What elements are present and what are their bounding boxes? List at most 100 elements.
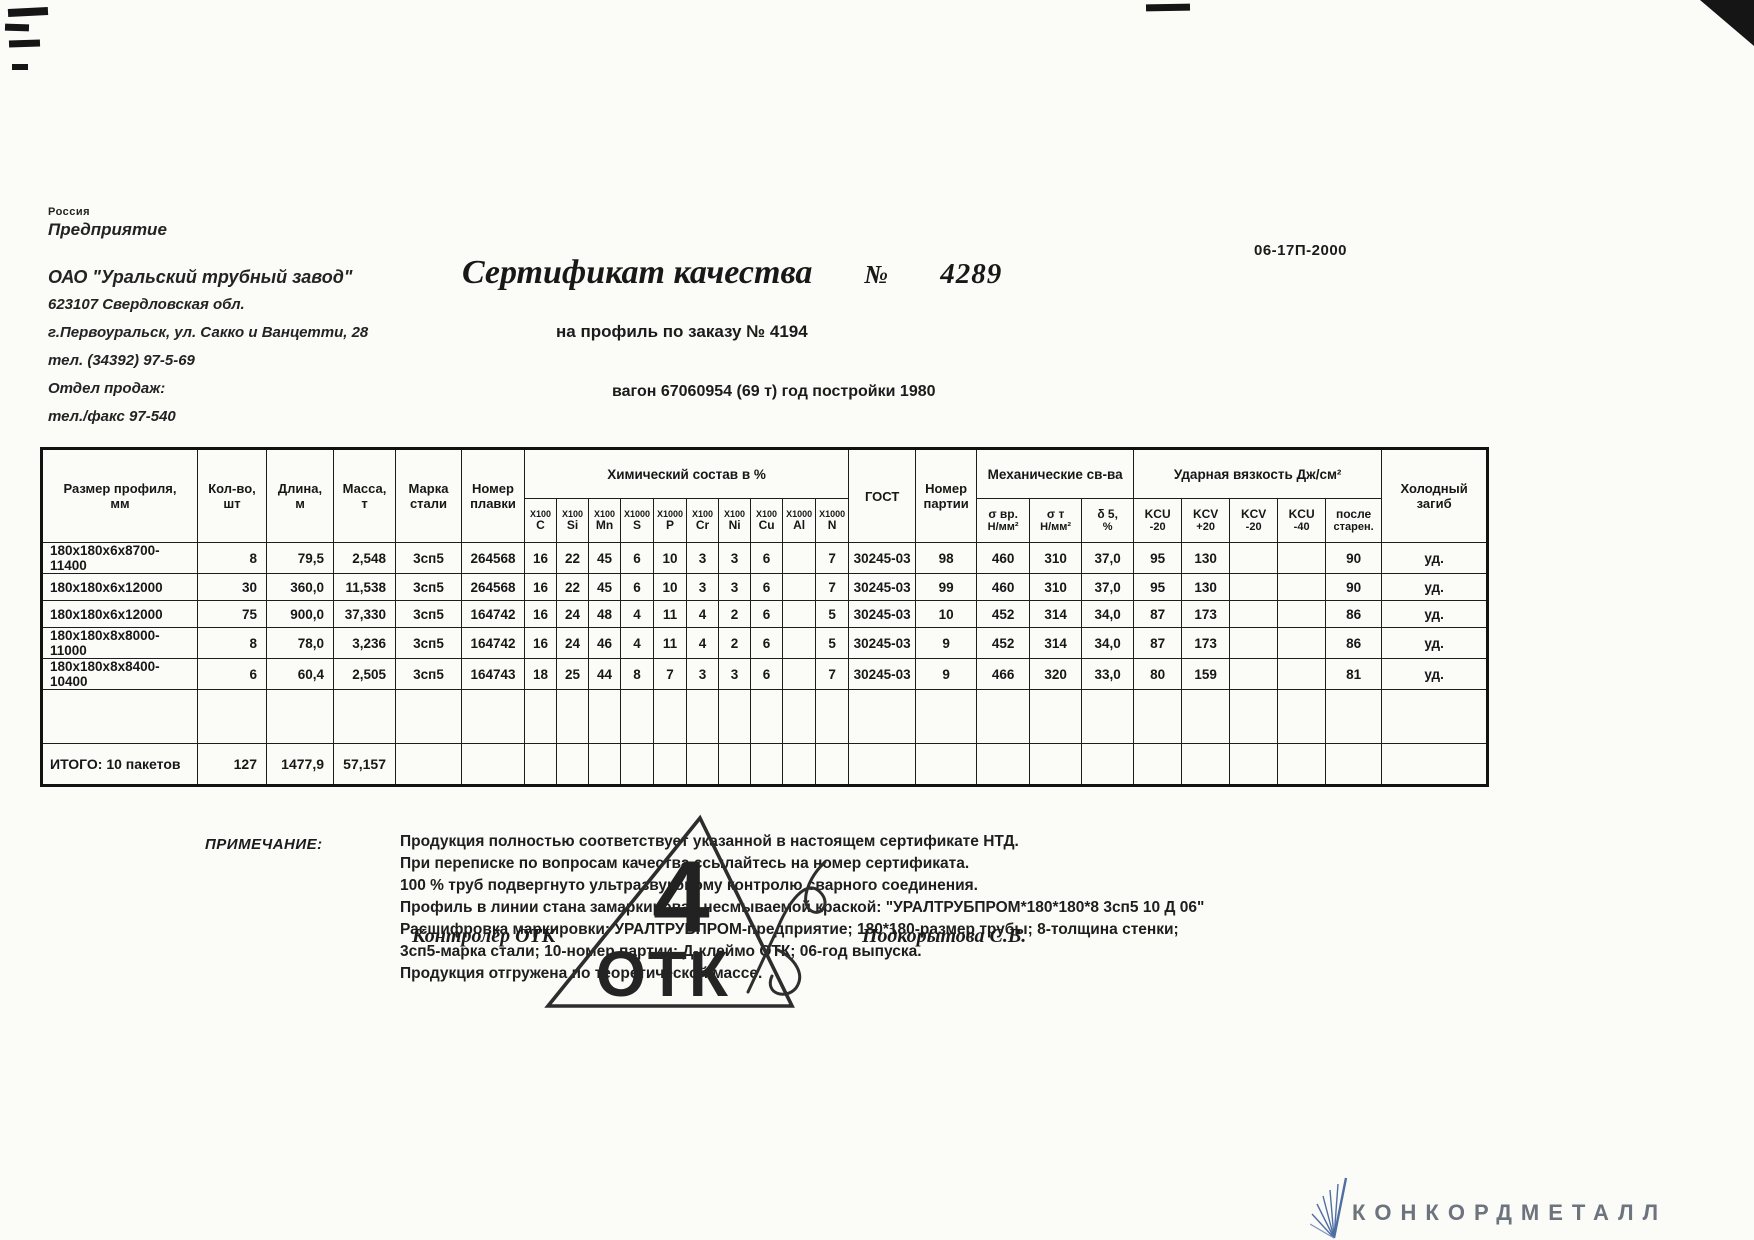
- scan-artifact: [8, 39, 41, 48]
- col-header-length: Длина, м: [266, 448, 334, 543]
- table-cell: 2: [718, 627, 752, 659]
- table-cell: 7: [815, 542, 850, 574]
- table-cell: 37,0: [1081, 573, 1135, 601]
- wagon-line: вагон 67060954 (69 т) год постройки 1980: [612, 383, 936, 400]
- table-cell: 180х180х8х8400-10400: [41, 658, 198, 690]
- table-cell: 159: [1181, 658, 1231, 690]
- table-cell: [1325, 689, 1383, 744]
- table-cell: 24: [556, 600, 589, 628]
- table-cell: 460: [976, 542, 1031, 574]
- table-cell: [1133, 743, 1183, 786]
- table-cell: 30245-03: [848, 627, 917, 659]
- company-block: Россия Предприятие ОАО "Уральский трубны…: [48, 206, 478, 431]
- impact-col-header: KCV +20: [1181, 498, 1231, 543]
- table-cell: 3сп5: [395, 542, 462, 574]
- table-cell: 314: [1029, 627, 1083, 659]
- table-cell: [718, 743, 752, 786]
- table-cell: 6: [750, 573, 784, 601]
- table-cell: [197, 689, 267, 744]
- chem-col-header: Х1000 P: [653, 498, 688, 543]
- note-line: 3сп5-марка стали; 10-номер партии; Д-кле…: [400, 943, 922, 960]
- table-cell: [41, 689, 198, 744]
- table-cell: 86: [1325, 600, 1383, 628]
- table-body: 180х180х6х8700-11400 8 79,5 2,548 3сп5 264568…: [41, 542, 1489, 786]
- table-cell: 25: [556, 658, 589, 690]
- table-row: 180х180х6х8700-11400 8 79,5 2,548 3сп5 264568…: [41, 542, 1489, 574]
- table-cell: [976, 689, 1031, 744]
- table-cell: 3: [718, 573, 752, 601]
- table-cell: [524, 743, 557, 786]
- certificate-table: Размер профиля, мм Кол-во, шт Длина, м М…: [40, 447, 1490, 787]
- table-cell: 34,0: [1081, 600, 1135, 628]
- stamp-triangle-icon: [544, 814, 795, 1008]
- table-cell: 22: [556, 542, 589, 574]
- table-cell: 57,157: [333, 743, 396, 786]
- table-cell: 16: [524, 600, 557, 628]
- table-cell: [718, 689, 752, 744]
- number-sign: №: [864, 260, 889, 289]
- scan-artifact: [12, 64, 28, 70]
- table-cell: [750, 743, 784, 786]
- table-cell: [588, 743, 621, 786]
- table-cell: [1081, 689, 1135, 744]
- table-cell: [782, 542, 817, 574]
- impact-col-header: KCU -20: [1133, 498, 1183, 543]
- table-cell: [1277, 743, 1327, 786]
- logo-fan-icon: [1310, 1177, 1348, 1239]
- company-country: Россия: [48, 206, 91, 218]
- table-cell: [461, 743, 525, 786]
- table-cell: 8: [197, 627, 267, 659]
- table-cell: уд.: [1381, 627, 1489, 659]
- table-cell: 2,505: [333, 658, 396, 690]
- table-cell: 81: [1325, 658, 1383, 690]
- table-cell: [1277, 627, 1327, 659]
- note-line: Расшифровка маркировки: УРАЛТРУБПРОМ-пре…: [400, 921, 1179, 938]
- table-cell: [395, 743, 462, 786]
- table-cell: [395, 689, 462, 744]
- table-cell: [1229, 658, 1279, 690]
- col-header-gost: ГОСТ: [848, 448, 917, 543]
- table-cell: 452: [976, 600, 1031, 628]
- table-cell: [848, 743, 917, 786]
- table-cell: 45: [588, 542, 621, 574]
- table-cell: [750, 689, 784, 744]
- scan-artifact: [7, 6, 49, 18]
- table-row: 180х180х6х12000 30 360,0 11,538 3сп5 264568 16…: [41, 573, 1489, 601]
- col-header-size: Размер профиля, мм: [41, 448, 198, 543]
- table-cell: 2: [718, 600, 752, 628]
- table-cell: [1277, 689, 1327, 744]
- document-code: 06-17П-2000: [1254, 242, 1348, 259]
- table-cell: 80: [1133, 658, 1183, 690]
- table-cell: 7: [815, 573, 850, 601]
- table-cell: 173: [1181, 600, 1231, 628]
- table-cell: 3сп5: [395, 627, 462, 659]
- table-cell: 33,0: [1081, 658, 1135, 690]
- company-label: Предприятие: [48, 220, 167, 239]
- chem-col-header: Х100 Mn: [588, 498, 621, 543]
- table-cell: 24: [556, 627, 589, 659]
- table-cell: 22: [556, 573, 589, 601]
- company-phone: тел. (34392) 97-5-69: [48, 352, 195, 369]
- chem-col-header: Х100 Cr: [686, 498, 720, 543]
- mech-col-header: σ вр. Н/мм²: [976, 498, 1031, 543]
- table-cell: 95: [1133, 573, 1183, 601]
- table-cell: 3: [686, 658, 720, 690]
- table-cell: [1229, 600, 1279, 628]
- table-cell: 310: [1029, 573, 1083, 601]
- table-cell: [815, 743, 850, 786]
- col-header-heat: Номер плавки: [461, 448, 525, 543]
- table-cell: 4: [619, 627, 655, 659]
- col-header-bend: Холодный загиб: [1381, 448, 1489, 543]
- scan-artifact: [1145, 3, 1191, 12]
- table-row: 180х180х6х12000 75 900,0 37,330 3сп5 164742 16…: [41, 600, 1489, 628]
- table-cell: 98: [915, 542, 978, 574]
- mech-col-header: δ 5,%: [1081, 498, 1135, 543]
- table-cell: 452: [976, 627, 1031, 659]
- col-header-grade: Марка стали: [395, 448, 462, 543]
- note-line: Продукция полностью соответствует указан…: [400, 833, 1019, 850]
- scan-artifact: [4, 23, 30, 32]
- table-cell: 3: [686, 542, 720, 574]
- impact-col-header: KCU -40: [1277, 498, 1327, 543]
- table-cell: 466: [976, 658, 1031, 690]
- table-cell: [782, 689, 817, 744]
